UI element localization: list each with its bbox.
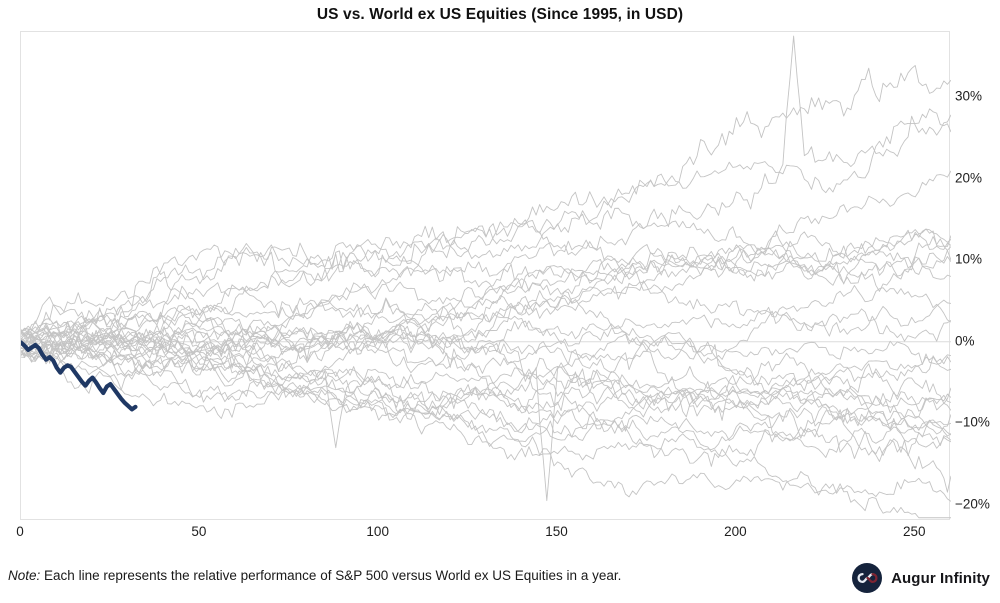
y-tick-label: −20% bbox=[955, 496, 990, 512]
series-line bbox=[21, 239, 951, 390]
x-tick-label: 100 bbox=[366, 524, 389, 539]
footnote: Note: Each line represents the relative … bbox=[8, 568, 621, 583]
highlight-series-line bbox=[21, 340, 138, 412]
series-line bbox=[21, 299, 951, 357]
y-tick-label: −10% bbox=[955, 414, 990, 430]
series-line bbox=[21, 229, 951, 355]
series-line bbox=[21, 228, 951, 356]
x-tick-label: 0 bbox=[16, 524, 24, 539]
x-tick-label: 50 bbox=[191, 524, 207, 539]
series-line bbox=[21, 320, 951, 467]
series-line bbox=[21, 235, 951, 354]
chart-footer: Note: Each line represents the relative … bbox=[0, 560, 1000, 603]
series-line bbox=[21, 334, 951, 431]
footnote-text: Each line represents the relative perfor… bbox=[44, 568, 622, 583]
series-canvas bbox=[21, 35, 951, 519]
series-line bbox=[21, 228, 951, 363]
y-tick-label: 0% bbox=[955, 333, 975, 349]
infinity-icon bbox=[852, 563, 883, 593]
series-line bbox=[21, 324, 951, 502]
series-line bbox=[21, 320, 951, 406]
series-line bbox=[21, 329, 951, 435]
series-line bbox=[21, 304, 951, 493]
series-line bbox=[21, 35, 951, 345]
page-title: US vs. World ex US Equities (Since 1995,… bbox=[316, 6, 684, 23]
brand-name: Augur Infinity bbox=[891, 569, 990, 587]
footnote-label: Note: bbox=[8, 568, 41, 583]
y-tick-label: 30% bbox=[955, 88, 983, 104]
plot-area bbox=[20, 31, 951, 520]
series-line bbox=[21, 297, 951, 372]
series-line bbox=[21, 247, 951, 355]
y-tick-label: 20% bbox=[955, 170, 983, 186]
series-line bbox=[21, 340, 951, 443]
series-line bbox=[21, 170, 951, 361]
series-line bbox=[21, 333, 951, 421]
series-line bbox=[21, 281, 951, 352]
brand-logo: Augur Infinity bbox=[852, 563, 990, 593]
y-tick-label: 10% bbox=[955, 251, 983, 267]
series-line bbox=[21, 65, 951, 356]
series-line bbox=[21, 108, 951, 353]
y-axis-tick-labels: 30% 20% 10% 0% −10% −20% bbox=[955, 31, 1000, 520]
x-tick-label: 250 bbox=[902, 524, 926, 539]
x-tick-label: 200 bbox=[724, 524, 747, 539]
series-line bbox=[21, 318, 951, 457]
series-line bbox=[21, 333, 951, 519]
x-tick-label: 150 bbox=[545, 524, 568, 539]
x-axis-tick-labels: 0 50 100 150 200 250 bbox=[0, 524, 1000, 546]
